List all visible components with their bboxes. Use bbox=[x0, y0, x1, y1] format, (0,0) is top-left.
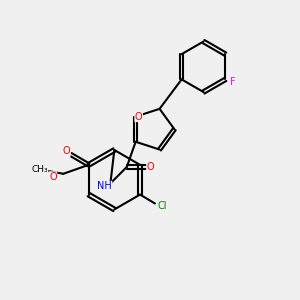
Text: NH: NH bbox=[97, 182, 112, 191]
Text: O: O bbox=[62, 146, 70, 157]
Text: O: O bbox=[147, 162, 154, 172]
Text: F: F bbox=[230, 77, 236, 87]
Text: O: O bbox=[49, 172, 57, 182]
Text: CH₃: CH₃ bbox=[31, 165, 48, 174]
Text: O: O bbox=[135, 112, 142, 122]
Text: Cl: Cl bbox=[158, 202, 167, 212]
